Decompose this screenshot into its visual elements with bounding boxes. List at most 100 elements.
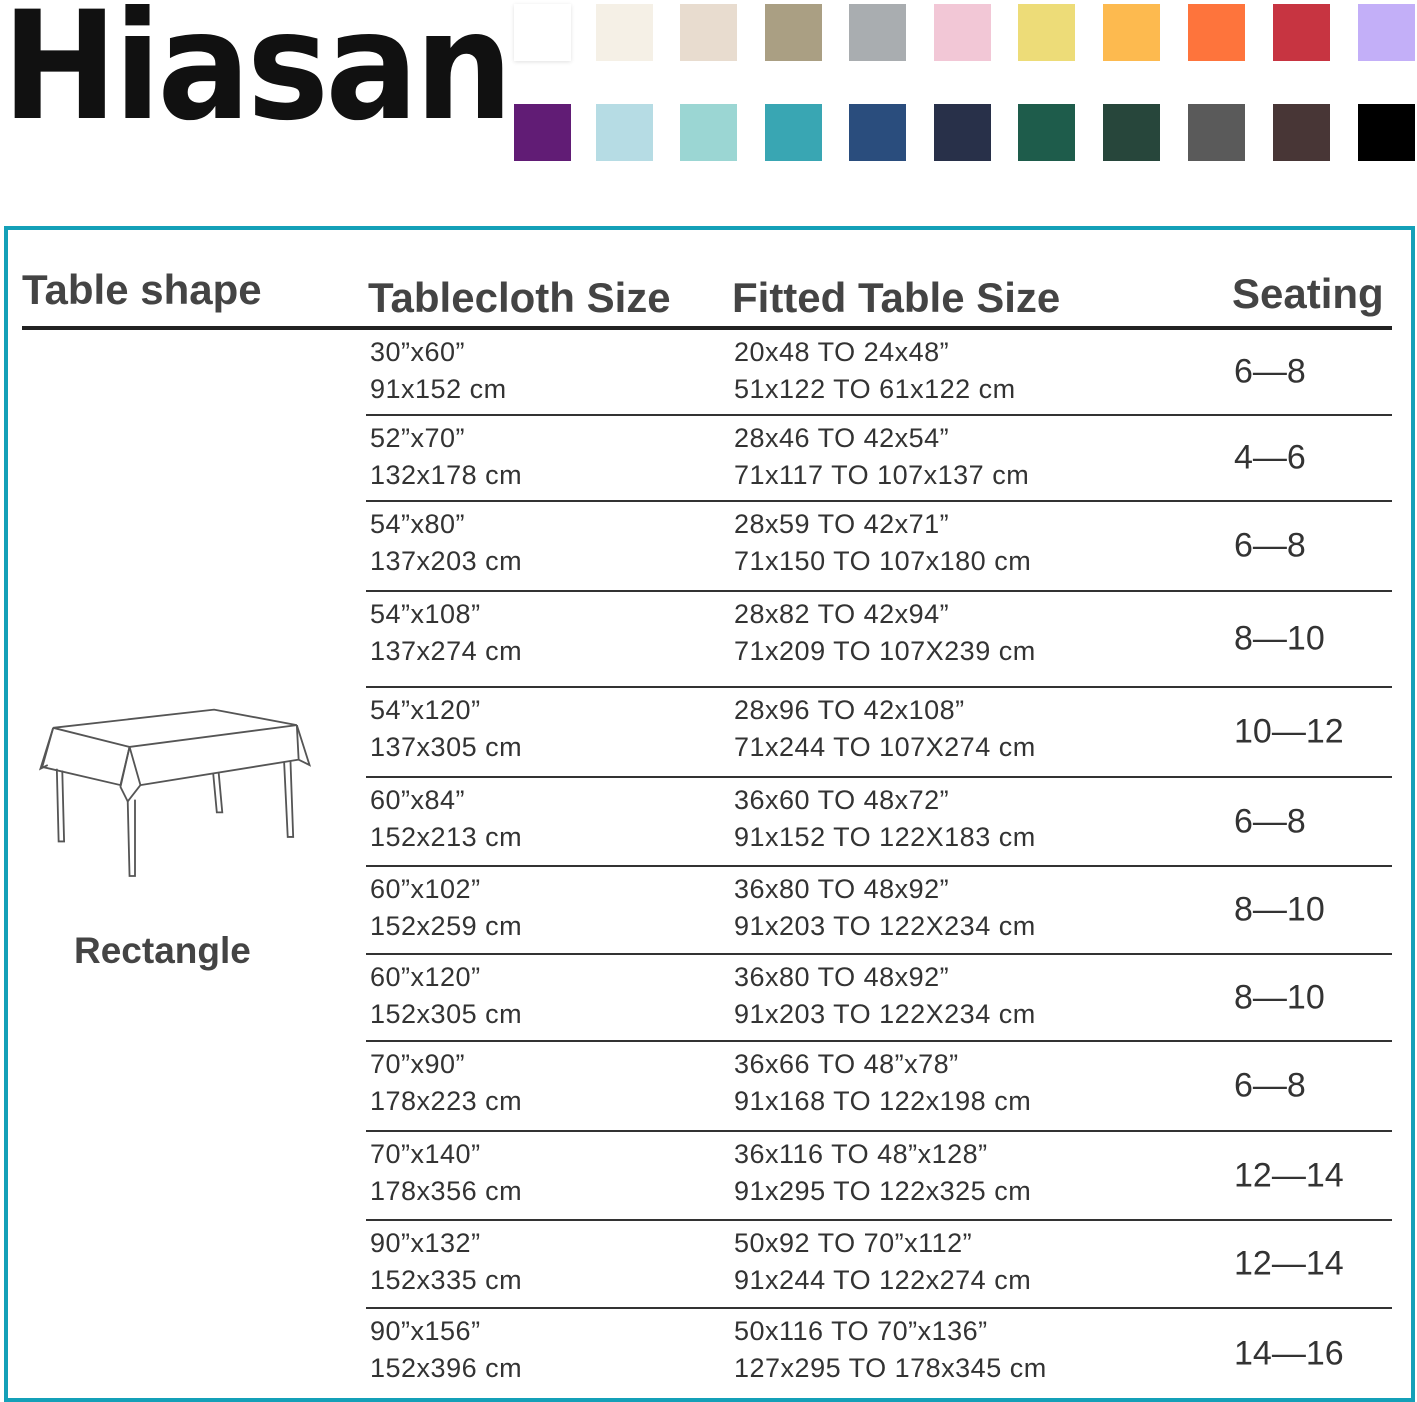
fitted-inches: 36x60 TO 48x72” bbox=[734, 785, 950, 815]
color-swatch bbox=[1273, 4, 1330, 61]
tablecloth-size: 52”x70” 132x178 cm bbox=[370, 420, 522, 494]
color-swatch bbox=[1358, 4, 1415, 61]
tablecloth-size: 54”x80” 137x203 cm bbox=[370, 506, 522, 580]
tablecloth-size: 70”x140” 178x356 cm bbox=[370, 1136, 522, 1210]
seating: 4—6 bbox=[1234, 438, 1306, 477]
fitted-table-size: 36x60 TO 48x72” 91x152 TO 122X183 cm bbox=[734, 782, 1036, 856]
color-swatch bbox=[680, 104, 737, 161]
size-inches: 60”x84” bbox=[370, 785, 466, 815]
color-swatch bbox=[1273, 104, 1330, 161]
size-cm: 178x356 cm bbox=[370, 1176, 523, 1206]
fitted-cm: 51x122 TO 61x122 cm bbox=[734, 374, 1016, 404]
fitted-inches: 20x48 TO 24x48” bbox=[734, 337, 950, 367]
fitted-inches: 28x96 TO 42x108” bbox=[734, 695, 965, 725]
size-inches: 70”x90” bbox=[370, 1049, 466, 1079]
table-row: 90”x156” 152x396 cm 50x116 TO 70”x136” 127x… bbox=[366, 1309, 1392, 1399]
size-inches: 30”x60” bbox=[370, 337, 466, 367]
seating: 8—10 bbox=[1234, 890, 1325, 929]
fitted-inches: 36x116 TO 48”x128” bbox=[734, 1139, 988, 1169]
color-swatch bbox=[934, 104, 991, 161]
fitted-cm: 91x295 TO 122x325 cm bbox=[734, 1176, 1032, 1206]
fitted-inches: 28x82 TO 42x94” bbox=[734, 599, 950, 629]
seating: 6—8 bbox=[1234, 526, 1306, 565]
fitted-cm: 71x117 TO 107x137 cm bbox=[734, 460, 1030, 490]
size-inches: 90”x156” bbox=[370, 1316, 481, 1346]
size-cm: 137x305 cm bbox=[370, 732, 523, 762]
header-seating: Seating bbox=[1232, 270, 1384, 317]
size-cm: 137x274 cm bbox=[370, 636, 523, 666]
table-row: 60”x84” 152x213 cm 36x60 TO 48x72” 91x152 T… bbox=[366, 778, 1392, 867]
size-cm: 91x152 cm bbox=[370, 374, 507, 404]
size-cm: 152x305 cm bbox=[370, 999, 523, 1029]
color-swatch bbox=[849, 4, 906, 61]
fitted-inches: 50x92 TO 70”x112” bbox=[734, 1228, 973, 1258]
tablecloth-size: 54”x120” 137x305 cm bbox=[370, 692, 522, 766]
color-swatch bbox=[514, 4, 571, 61]
fitted-table-size: 36x80 TO 48x92” 91x203 TO 122X234 cm bbox=[734, 871, 1036, 945]
fitted-cm: 91x152 TO 122X183 cm bbox=[734, 822, 1036, 852]
tablecloth-size: 60”x84” 152x213 cm bbox=[370, 782, 522, 856]
shape-label: Rectangle bbox=[74, 930, 251, 971]
color-swatch bbox=[934, 4, 991, 61]
size-inches: 70”x140” bbox=[370, 1139, 481, 1169]
color-swatch bbox=[680, 4, 737, 61]
size-inches: 60”x102” bbox=[370, 874, 481, 904]
fitted-cm: 71x244 TO 107X274 cm bbox=[734, 732, 1036, 762]
seating: 12—14 bbox=[1234, 1156, 1344, 1194]
fitted-inches: 28x59 TO 42x71” bbox=[734, 509, 950, 539]
tablecloth-size: 70”x90” 178x223 cm bbox=[370, 1046, 522, 1120]
table-row: 60”x120” 152x305 cm 36x80 TO 48x92” 91x203 … bbox=[366, 955, 1392, 1042]
table-row: 30”x60” 91x152 cm 20x48 TO 24x48” 51x122 TO… bbox=[366, 330, 1392, 416]
color-swatch bbox=[849, 104, 906, 161]
color-swatch bbox=[1103, 4, 1160, 61]
size-cm: 152x213 cm bbox=[370, 822, 523, 852]
color-swatch bbox=[765, 4, 822, 61]
fitted-table-size: 50x116 TO 70”x136” 127x295 TO 178x345 cm bbox=[734, 1313, 1047, 1387]
tablecloth-size: 30”x60” 91x152 cm bbox=[370, 334, 507, 408]
size-cm: 152x335 cm bbox=[370, 1265, 523, 1295]
size-cm: 137x203 cm bbox=[370, 546, 523, 576]
header-tablecloth-size: Tablecloth Size bbox=[368, 274, 671, 321]
color-swatch bbox=[596, 4, 653, 61]
color-swatch bbox=[765, 104, 822, 161]
tablecloth-size: 90”x156” 152x396 cm bbox=[370, 1313, 522, 1387]
size-inches: 60”x120” bbox=[370, 962, 481, 992]
brand-logo: Hiasan bbox=[2, 0, 513, 154]
color-swatch bbox=[514, 104, 571, 161]
fitted-cm: 91x168 TO 122x198 cm bbox=[734, 1086, 1032, 1116]
tablecloth-size: 60”x102” 152x259 cm bbox=[370, 871, 522, 945]
rectangle-table-icon bbox=[38, 708, 312, 877]
fitted-inches: 28x46 TO 42x54” bbox=[734, 423, 950, 453]
header-divider bbox=[22, 326, 1392, 330]
table-row: 90”x132” 152x335 cm 50x92 TO 70”x112” 91x24… bbox=[366, 1221, 1392, 1309]
size-inches: 54”x120” bbox=[370, 695, 481, 725]
tablecloth-size: 54”x108” 137x274 cm bbox=[370, 596, 522, 670]
size-inches: 52”x70” bbox=[370, 423, 466, 453]
fitted-cm: 71x150 TO 107x180 cm bbox=[734, 546, 1032, 576]
fitted-inches: 50x116 TO 70”x136” bbox=[734, 1316, 988, 1346]
size-cm: 132x178 cm bbox=[370, 460, 523, 490]
fitted-table-size: 28x96 TO 42x108” 71x244 TO 107X274 cm bbox=[734, 692, 1036, 766]
fitted-table-size: 36x66 TO 48”x78” 91x168 TO 122x198 cm bbox=[734, 1046, 1031, 1120]
size-chart: Table shape Tablecloth Size Fitted Table… bbox=[4, 226, 1415, 1402]
color-swatch bbox=[1188, 104, 1245, 161]
table-row: 52”x70” 132x178 cm 28x46 TO 42x54” 71x117 T… bbox=[366, 416, 1392, 502]
tablecloth-size: 90”x132” 152x335 cm bbox=[370, 1225, 522, 1299]
seating: 10—12 bbox=[1234, 712, 1344, 751]
table-row: 54”x120” 137x305 cm 28x96 TO 42x108” 71x244… bbox=[366, 688, 1392, 778]
tablecloth-size: 60”x120” 152x305 cm bbox=[370, 959, 522, 1033]
fitted-inches: 36x80 TO 48x92” bbox=[734, 962, 950, 992]
color-swatch bbox=[1018, 4, 1075, 61]
fitted-cm: 91x244 TO 122x274 cm bbox=[734, 1265, 1032, 1295]
seating: 6—8 bbox=[1234, 802, 1306, 840]
fitted-table-size: 36x80 TO 48x92” 91x203 TO 122X234 cm bbox=[734, 959, 1036, 1033]
fitted-inches: 36x80 TO 48x92” bbox=[734, 874, 950, 904]
fitted-table-size: 20x48 TO 24x48” 51x122 TO 61x122 cm bbox=[734, 334, 1016, 408]
fitted-table-size: 28x59 TO 42x71” 71x150 TO 107x180 cm bbox=[734, 506, 1031, 580]
color-swatch bbox=[1103, 104, 1160, 161]
table-row: 54”x108” 137x274 cm 28x82 TO 42x94” 71x209 … bbox=[366, 592, 1392, 688]
fitted-table-size: 36x116 TO 48”x128” 91x295 TO 122x325 cm bbox=[734, 1136, 1031, 1210]
table-row: 60”x102” 152x259 cm 36x80 TO 48x92” 91x203 … bbox=[366, 867, 1392, 955]
fitted-table-size: 28x82 TO 42x94” 71x209 TO 107X239 cm bbox=[734, 596, 1036, 670]
size-cm: 152x259 cm bbox=[370, 911, 523, 941]
